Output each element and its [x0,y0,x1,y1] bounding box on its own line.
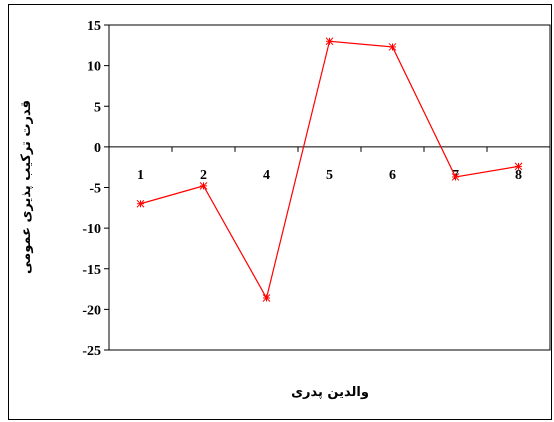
x-tick-label: 6 [389,168,396,183]
x-tick-label: 5 [326,168,333,183]
plot-area [108,24,551,351]
data-point-marker [199,182,208,190]
x-tick-label: 8 [515,168,522,183]
x-tick-label: 1 [137,168,144,183]
y-axis-title: قدرت ترکیب پذیری عمومی [19,100,34,274]
x-tick-label: 2 [200,168,207,183]
y-tick-label: -20 [82,303,101,318]
y-tick-label: 15 [87,19,101,34]
x-axis-title: والدین پدری [291,385,369,400]
y-tick-label: 0 [94,141,101,156]
data-point-marker [388,43,397,51]
x-tick-label: 4 [263,168,270,183]
data-point-marker [262,294,271,302]
y-tick-label: -15 [82,263,101,278]
data-point-marker [514,162,523,171]
y-tick-label: 10 [87,60,101,75]
data-point-marker [325,37,334,46]
y-tick-label: -10 [82,222,101,237]
y-tick-label: -25 [82,344,101,359]
data-point-marker [136,199,145,208]
y-axis: 15 10 5 0 -5 -10 -15 -20 -25 [82,19,109,359]
y-tick-label: 5 [94,100,101,115]
data-point-marker [451,173,460,181]
series-group [136,37,523,302]
y-tick-label: -5 [89,182,101,197]
